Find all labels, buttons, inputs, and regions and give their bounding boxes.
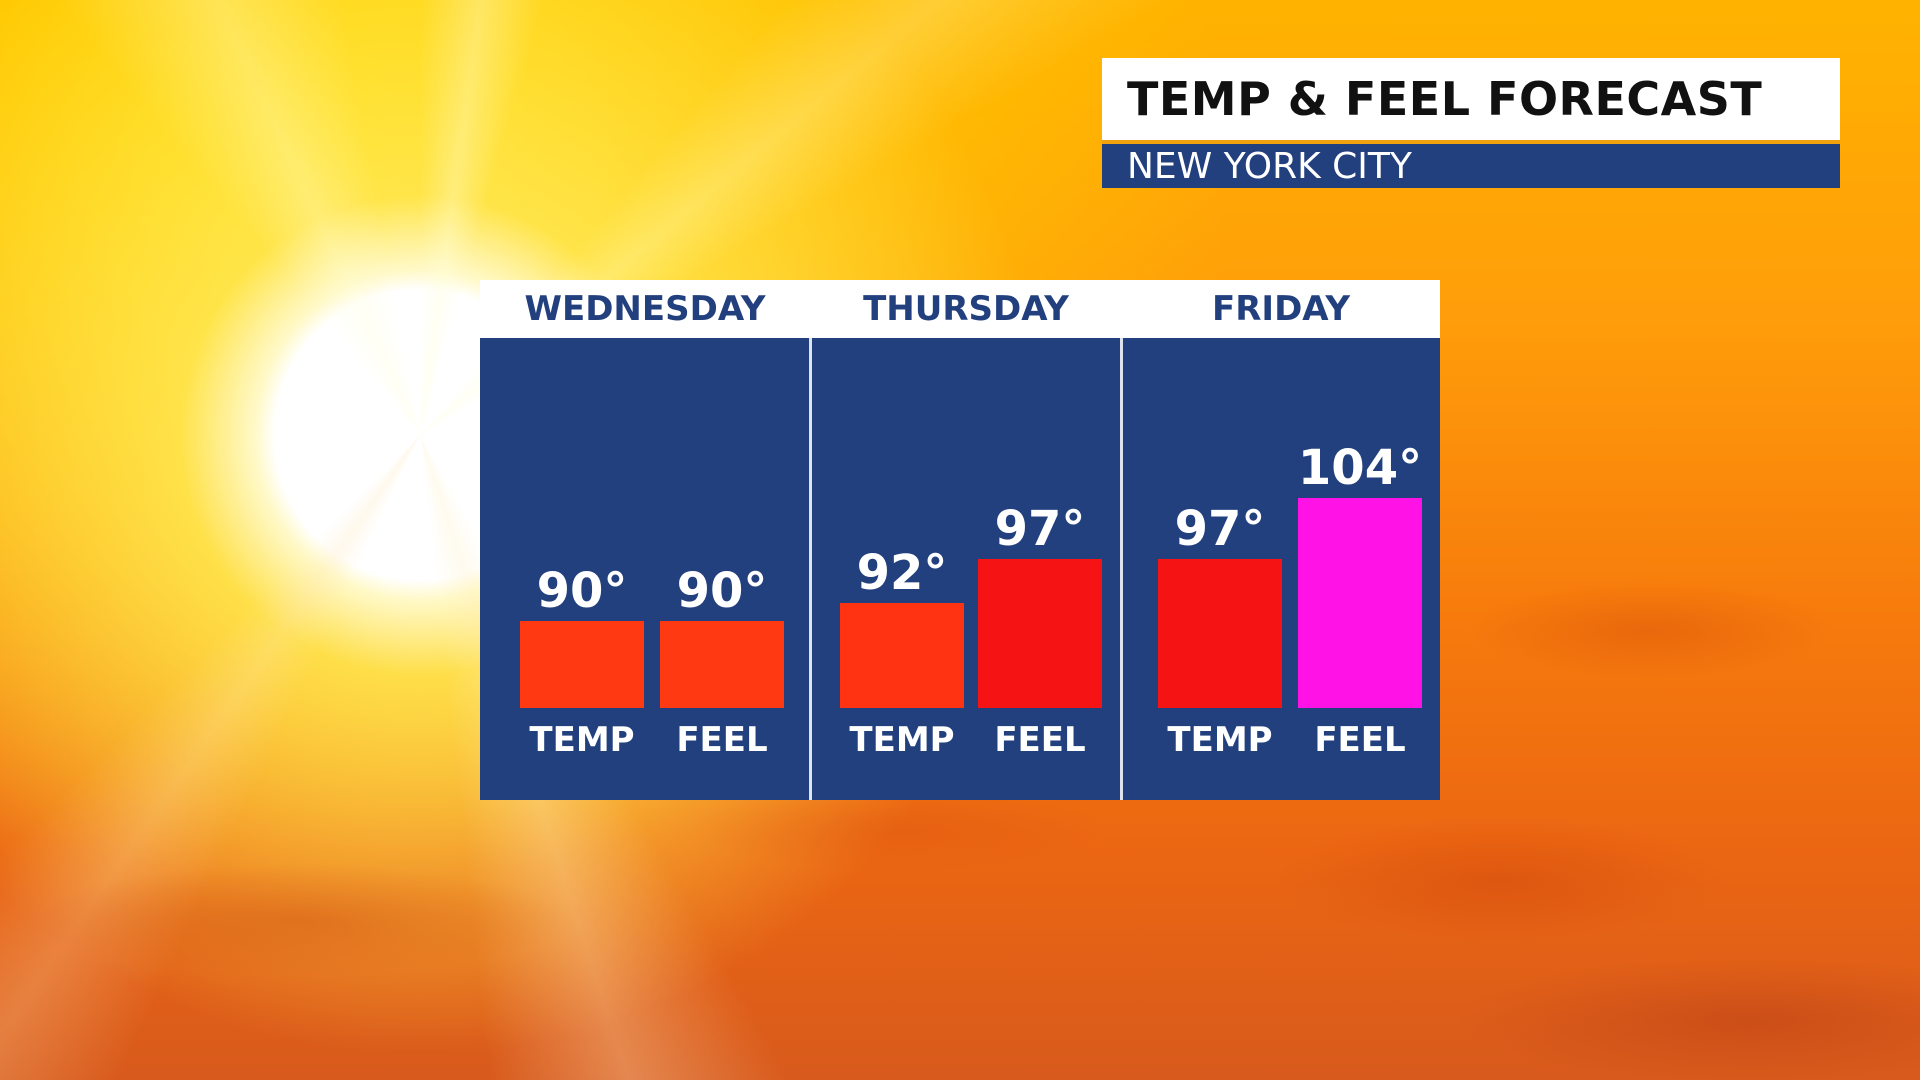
forecast-chart: WEDNESDAY THURSDAY FRIDAY 90° TEMP 90° F…	[480, 280, 1440, 800]
day-divider	[809, 338, 812, 800]
bar-label-thursday-temp: TEMP	[849, 720, 955, 760]
bar-friday-temp	[1158, 559, 1282, 708]
day-divider	[1120, 338, 1123, 800]
bar-label-wednesday-temp: TEMP	[529, 720, 635, 760]
bar-thursday-feel	[978, 559, 1102, 708]
bar-value-friday-feel: 104°	[1297, 440, 1423, 496]
chart-header: WEDNESDAY THURSDAY FRIDAY	[480, 280, 1440, 338]
title-box: TEMP & FEEL FORECAST NEW YORK CITY	[1102, 58, 1840, 188]
bar-thursday-temp	[840, 603, 964, 708]
location-label: NEW YORK CITY	[1102, 144, 1840, 188]
bar-label-thursday-feel: FEEL	[994, 720, 1086, 760]
bar-value-thursday-feel: 97°	[994, 501, 1086, 558]
bar-value-wednesday-feel: 90°	[676, 562, 768, 619]
bar-wednesday-feel	[660, 620, 784, 708]
day-label-thursday: THURSDAY	[863, 289, 1069, 329]
bar-value-friday-temp: 97°	[1174, 501, 1266, 558]
bar-label-friday-temp: TEMP	[1167, 720, 1273, 760]
day-label-friday: FRIDAY	[1212, 289, 1350, 329]
bar-label-friday-feel: FEEL	[1314, 720, 1406, 760]
chart-body: 90° TEMP 90° FEEL 92° TEMP 97° FEEL 97° …	[480, 338, 1440, 800]
bar-value-thursday-temp: 92°	[856, 545, 948, 601]
bar-value-wednesday-temp: 90°	[536, 562, 628, 619]
day-label-wednesday: WEDNESDAY	[524, 289, 766, 329]
bar-label-wednesday-feel: FEEL	[676, 720, 768, 760]
bar-friday-feel	[1298, 498, 1422, 708]
bar-wednesday-temp	[520, 620, 644, 708]
forecast-title: TEMP & FEEL FORECAST	[1102, 58, 1840, 144]
